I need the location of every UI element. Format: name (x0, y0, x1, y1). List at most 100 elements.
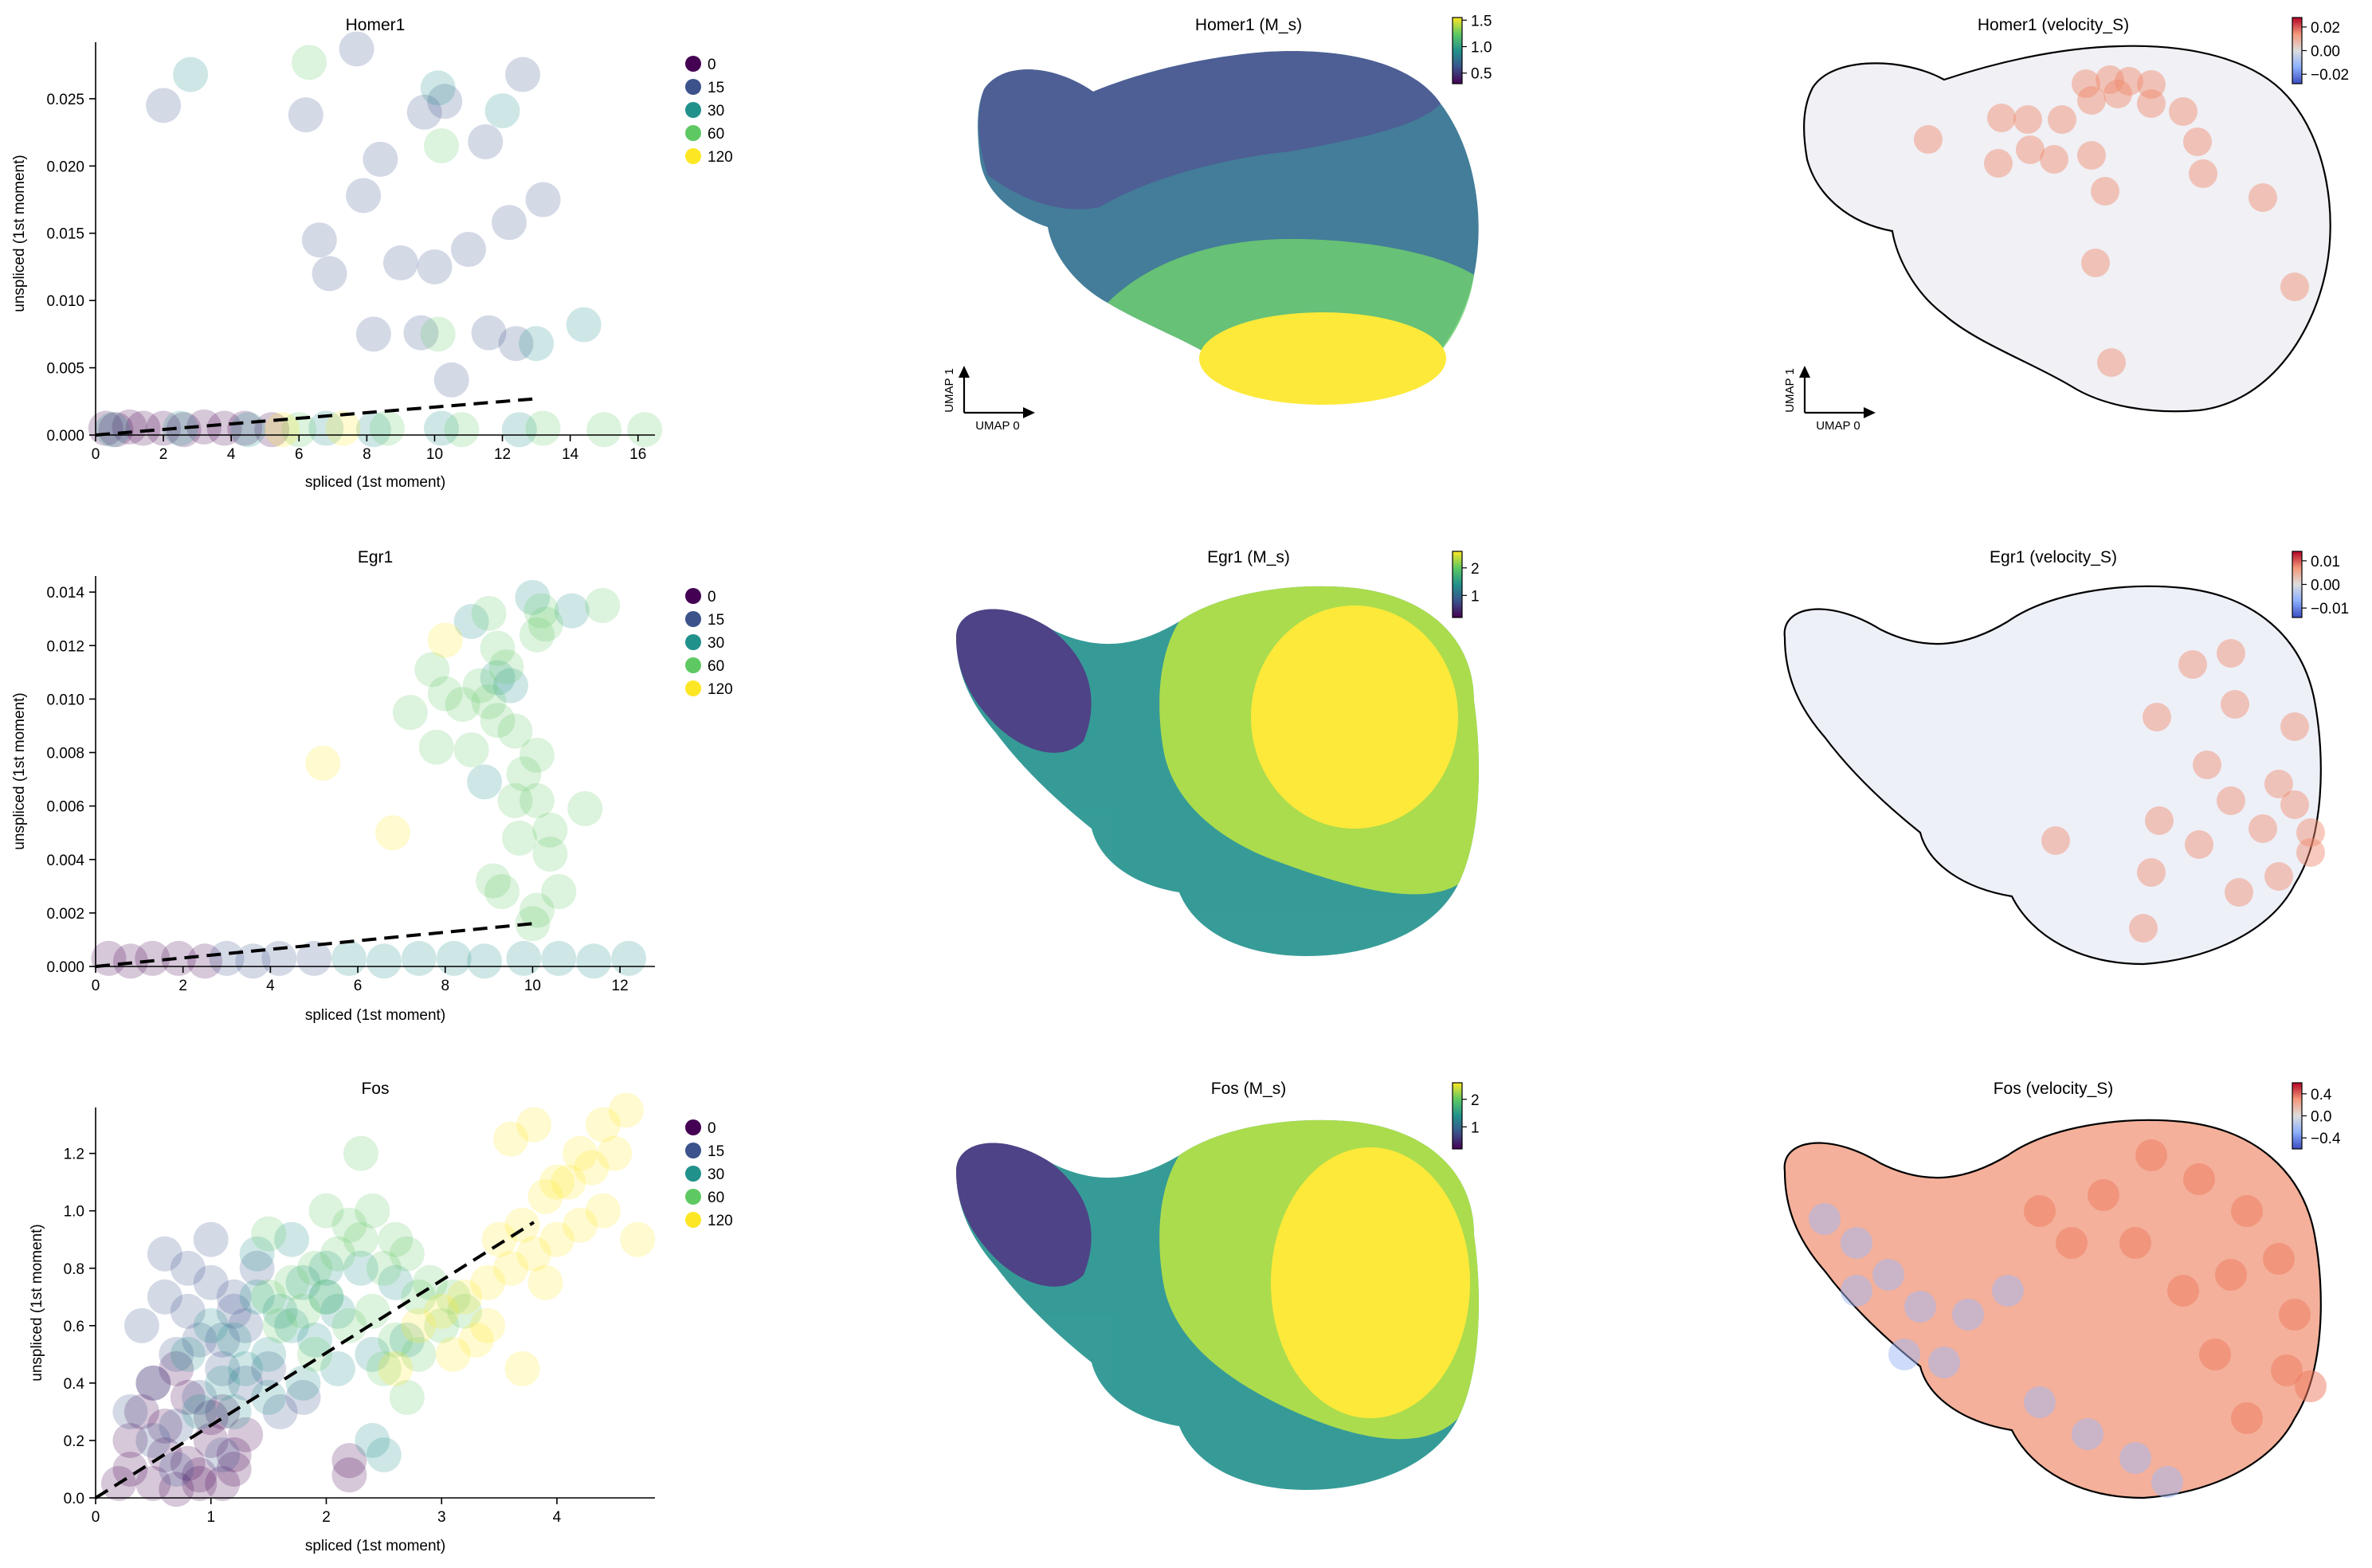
plot-title: Homer1 (M_s) (1195, 16, 1302, 34)
scatter-point (320, 1350, 355, 1386)
scatter-point (285, 1379, 321, 1415)
scatter-point (586, 412, 622, 448)
scatter-point (516, 1236, 552, 1272)
scatter-point (447, 1293, 483, 1329)
scatter-point (562, 1207, 598, 1243)
scatter-point (355, 1422, 390, 1458)
scatter-point (378, 1264, 414, 1300)
y-axis-label: unspliced (1st moment) (29, 1224, 45, 1381)
scatter-point (182, 1457, 218, 1493)
scatter-point (567, 790, 603, 826)
cloud-dark (978, 51, 1441, 210)
scatter-point (159, 1451, 194, 1487)
scatter-point (525, 182, 561, 218)
x-tick-label: 2 (159, 446, 168, 463)
scatter-point (363, 141, 398, 177)
scatter-point (433, 362, 469, 398)
scatter-point (147, 1408, 182, 1444)
scatter-point (227, 410, 263, 446)
scatter-point (166, 412, 202, 448)
scatter-point (492, 205, 527, 241)
legend-marker (685, 680, 701, 696)
scatter-point (288, 97, 323, 133)
y-tick-label: 0.6 (64, 1319, 84, 1335)
scatter-point (427, 84, 463, 120)
scatter-point (170, 1250, 206, 1286)
scatter-point (205, 1322, 241, 1358)
scatter-point (88, 410, 124, 446)
colorbar-gradient (2292, 17, 2303, 84)
scatter-point (112, 1394, 148, 1429)
colorbar-tick-label: −0.02 (2311, 67, 2349, 84)
scatter-point (493, 1121, 529, 1157)
scatter-point (147, 1437, 182, 1472)
scatter-point (382, 245, 418, 280)
umap-y-label: UMAP 1 (1783, 368, 1797, 413)
scatter-point (541, 940, 577, 976)
x-tick-label: 1 (206, 1509, 215, 1526)
y-tick-label: 0.000 (46, 959, 84, 976)
scatter-point (292, 45, 327, 80)
scatter-point (480, 703, 516, 739)
colorbar-gradient (1452, 551, 1463, 618)
scatter-point (261, 940, 297, 976)
scatter-point (301, 222, 337, 258)
x-tick-label: 12 (494, 446, 511, 463)
scatter-point (308, 1279, 344, 1315)
scatter-point (493, 668, 529, 704)
scatter-point (417, 249, 453, 284)
y-axis-label: unspliced (1st moment) (11, 692, 28, 849)
scatter-point (420, 70, 456, 106)
scatter-point (532, 837, 568, 872)
legend-label: 60 (708, 1190, 724, 1206)
scatter-point (346, 178, 382, 214)
scatter-point (274, 1307, 310, 1343)
legend-label: 0 (708, 57, 716, 73)
scatter-point (562, 1135, 598, 1171)
colorbar-tick-label: 0.00 (2311, 578, 2340, 594)
scatter-point (297, 1250, 333, 1286)
fit-line (95, 922, 533, 968)
scatter-point (182, 1379, 218, 1415)
scatter-point (527, 1264, 563, 1300)
phase-plot-homer1: Homer1 unspliced (1st moment) spliced (1… (11, 16, 733, 491)
y-tick-label: 0.010 (46, 293, 84, 310)
colorbar-tick-label: 1.5 (1471, 13, 1492, 29)
y-tick-label: 0.006 (46, 799, 84, 816)
scatter-point (205, 1437, 241, 1472)
scatter-point (325, 410, 361, 446)
scatter-point (312, 256, 347, 292)
scatter-point (112, 943, 148, 979)
cloud-dark (956, 609, 1092, 753)
scatter-point (527, 1178, 563, 1214)
legend-label: 30 (708, 103, 724, 120)
scatter-point (476, 863, 512, 899)
scatter-point (423, 128, 459, 164)
scatter-point (320, 1293, 355, 1329)
scatter-point (209, 940, 245, 976)
velocity-dots-negative (1809, 1203, 2183, 1498)
scatter-point (262, 1394, 298, 1429)
plot-title: Fos (361, 1080, 389, 1098)
x-tick-label: 6 (295, 446, 304, 463)
umap-x-label: UMAP 0 (975, 419, 1020, 433)
x-tick-label: 2 (322, 1509, 331, 1526)
scatter-point (320, 1236, 355, 1272)
y-tick-label: 0.000 (46, 428, 84, 445)
scatter-point (501, 412, 537, 448)
scatter-point (554, 593, 590, 629)
scatter-point (297, 1336, 333, 1372)
scatter-point (281, 412, 317, 448)
x-tick-label: 12 (612, 978, 629, 994)
colorbar-tick-label: 1.0 (1471, 40, 1492, 57)
scatter-point (484, 93, 520, 129)
colorbar-tick-label: 0.5 (1471, 66, 1492, 83)
colorbar: 12 (1452, 551, 1480, 618)
x-tick-label: 0 (92, 978, 100, 994)
scatter-point (576, 943, 612, 979)
scatter-point (251, 1216, 287, 1252)
legend-label: 15 (708, 612, 724, 629)
y-tick-label: 0.005 (46, 361, 84, 378)
scatter-point (608, 1092, 644, 1128)
